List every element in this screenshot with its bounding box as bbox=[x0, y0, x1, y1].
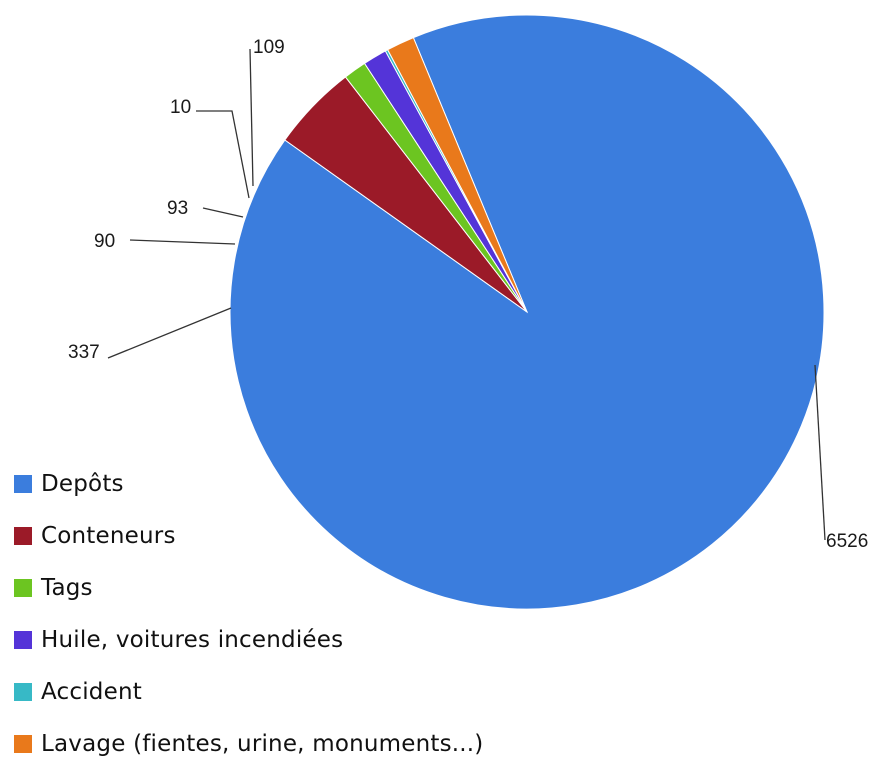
slice-lavage-fientes-urine-monuments bbox=[386, 36, 528, 313]
legend-item-huile-voitures-incendiees: Huile, voitures incendiées bbox=[14, 614, 483, 666]
data-label-conteneurs: 337 bbox=[68, 342, 100, 363]
legend-swatch bbox=[14, 527, 32, 545]
legend-swatch bbox=[14, 631, 32, 649]
legend-label: Conteneurs bbox=[41, 523, 176, 549]
data-label-tags: 90 bbox=[94, 231, 115, 252]
leader-line-huile-voitures-incendiees bbox=[202, 207, 244, 218]
pie-slices bbox=[229, 14, 825, 610]
legend-item-lavage-fientes-urine-monuments: Lavage (fientes, urine, monuments...) bbox=[14, 718, 483, 770]
legend-swatch bbox=[14, 579, 32, 597]
legend-label: Tags bbox=[41, 575, 93, 601]
pie-chart: 6526 337 90 93 10 109 bbox=[68, 14, 868, 610]
leader-line-conteneurs bbox=[107, 307, 232, 359]
data-labels: 6526 337 90 93 10 109 bbox=[68, 37, 868, 552]
data-label-depots: 6526 bbox=[826, 531, 868, 552]
leader-line-tags bbox=[129, 239, 236, 245]
leader-line-lavage-fientes-urine-monuments bbox=[249, 48, 254, 187]
legend-item-depots: Depôts bbox=[14, 458, 483, 510]
legend-label: Lavage (fientes, urine, monuments...) bbox=[41, 731, 484, 757]
data-label-huile-voitures-incendiees: 93 bbox=[167, 198, 188, 219]
legend-label: Depôts bbox=[41, 471, 124, 497]
legend-label: Huile, voitures incendiées bbox=[41, 627, 344, 653]
legend-item-accident: Accident bbox=[14, 666, 483, 718]
legend-swatch bbox=[14, 683, 32, 701]
legend-item-conteneurs: Conteneurs bbox=[14, 510, 483, 562]
data-label-lavage-fientes-urine-monuments: 109 bbox=[253, 37, 285, 58]
legend-item-tags: Tags bbox=[14, 562, 483, 614]
leader-line-depots bbox=[814, 364, 826, 541]
legend-swatch bbox=[14, 735, 32, 753]
data-label-accident: 10 bbox=[170, 97, 191, 118]
leader-lines bbox=[107, 48, 826, 541]
legend-swatch bbox=[14, 475, 32, 493]
leader-line-accident bbox=[196, 110, 250, 199]
legend: Depôts Conteneurs Tags Huile, voitures ince… bbox=[14, 458, 483, 770]
legend-label: Accident bbox=[41, 679, 142, 705]
